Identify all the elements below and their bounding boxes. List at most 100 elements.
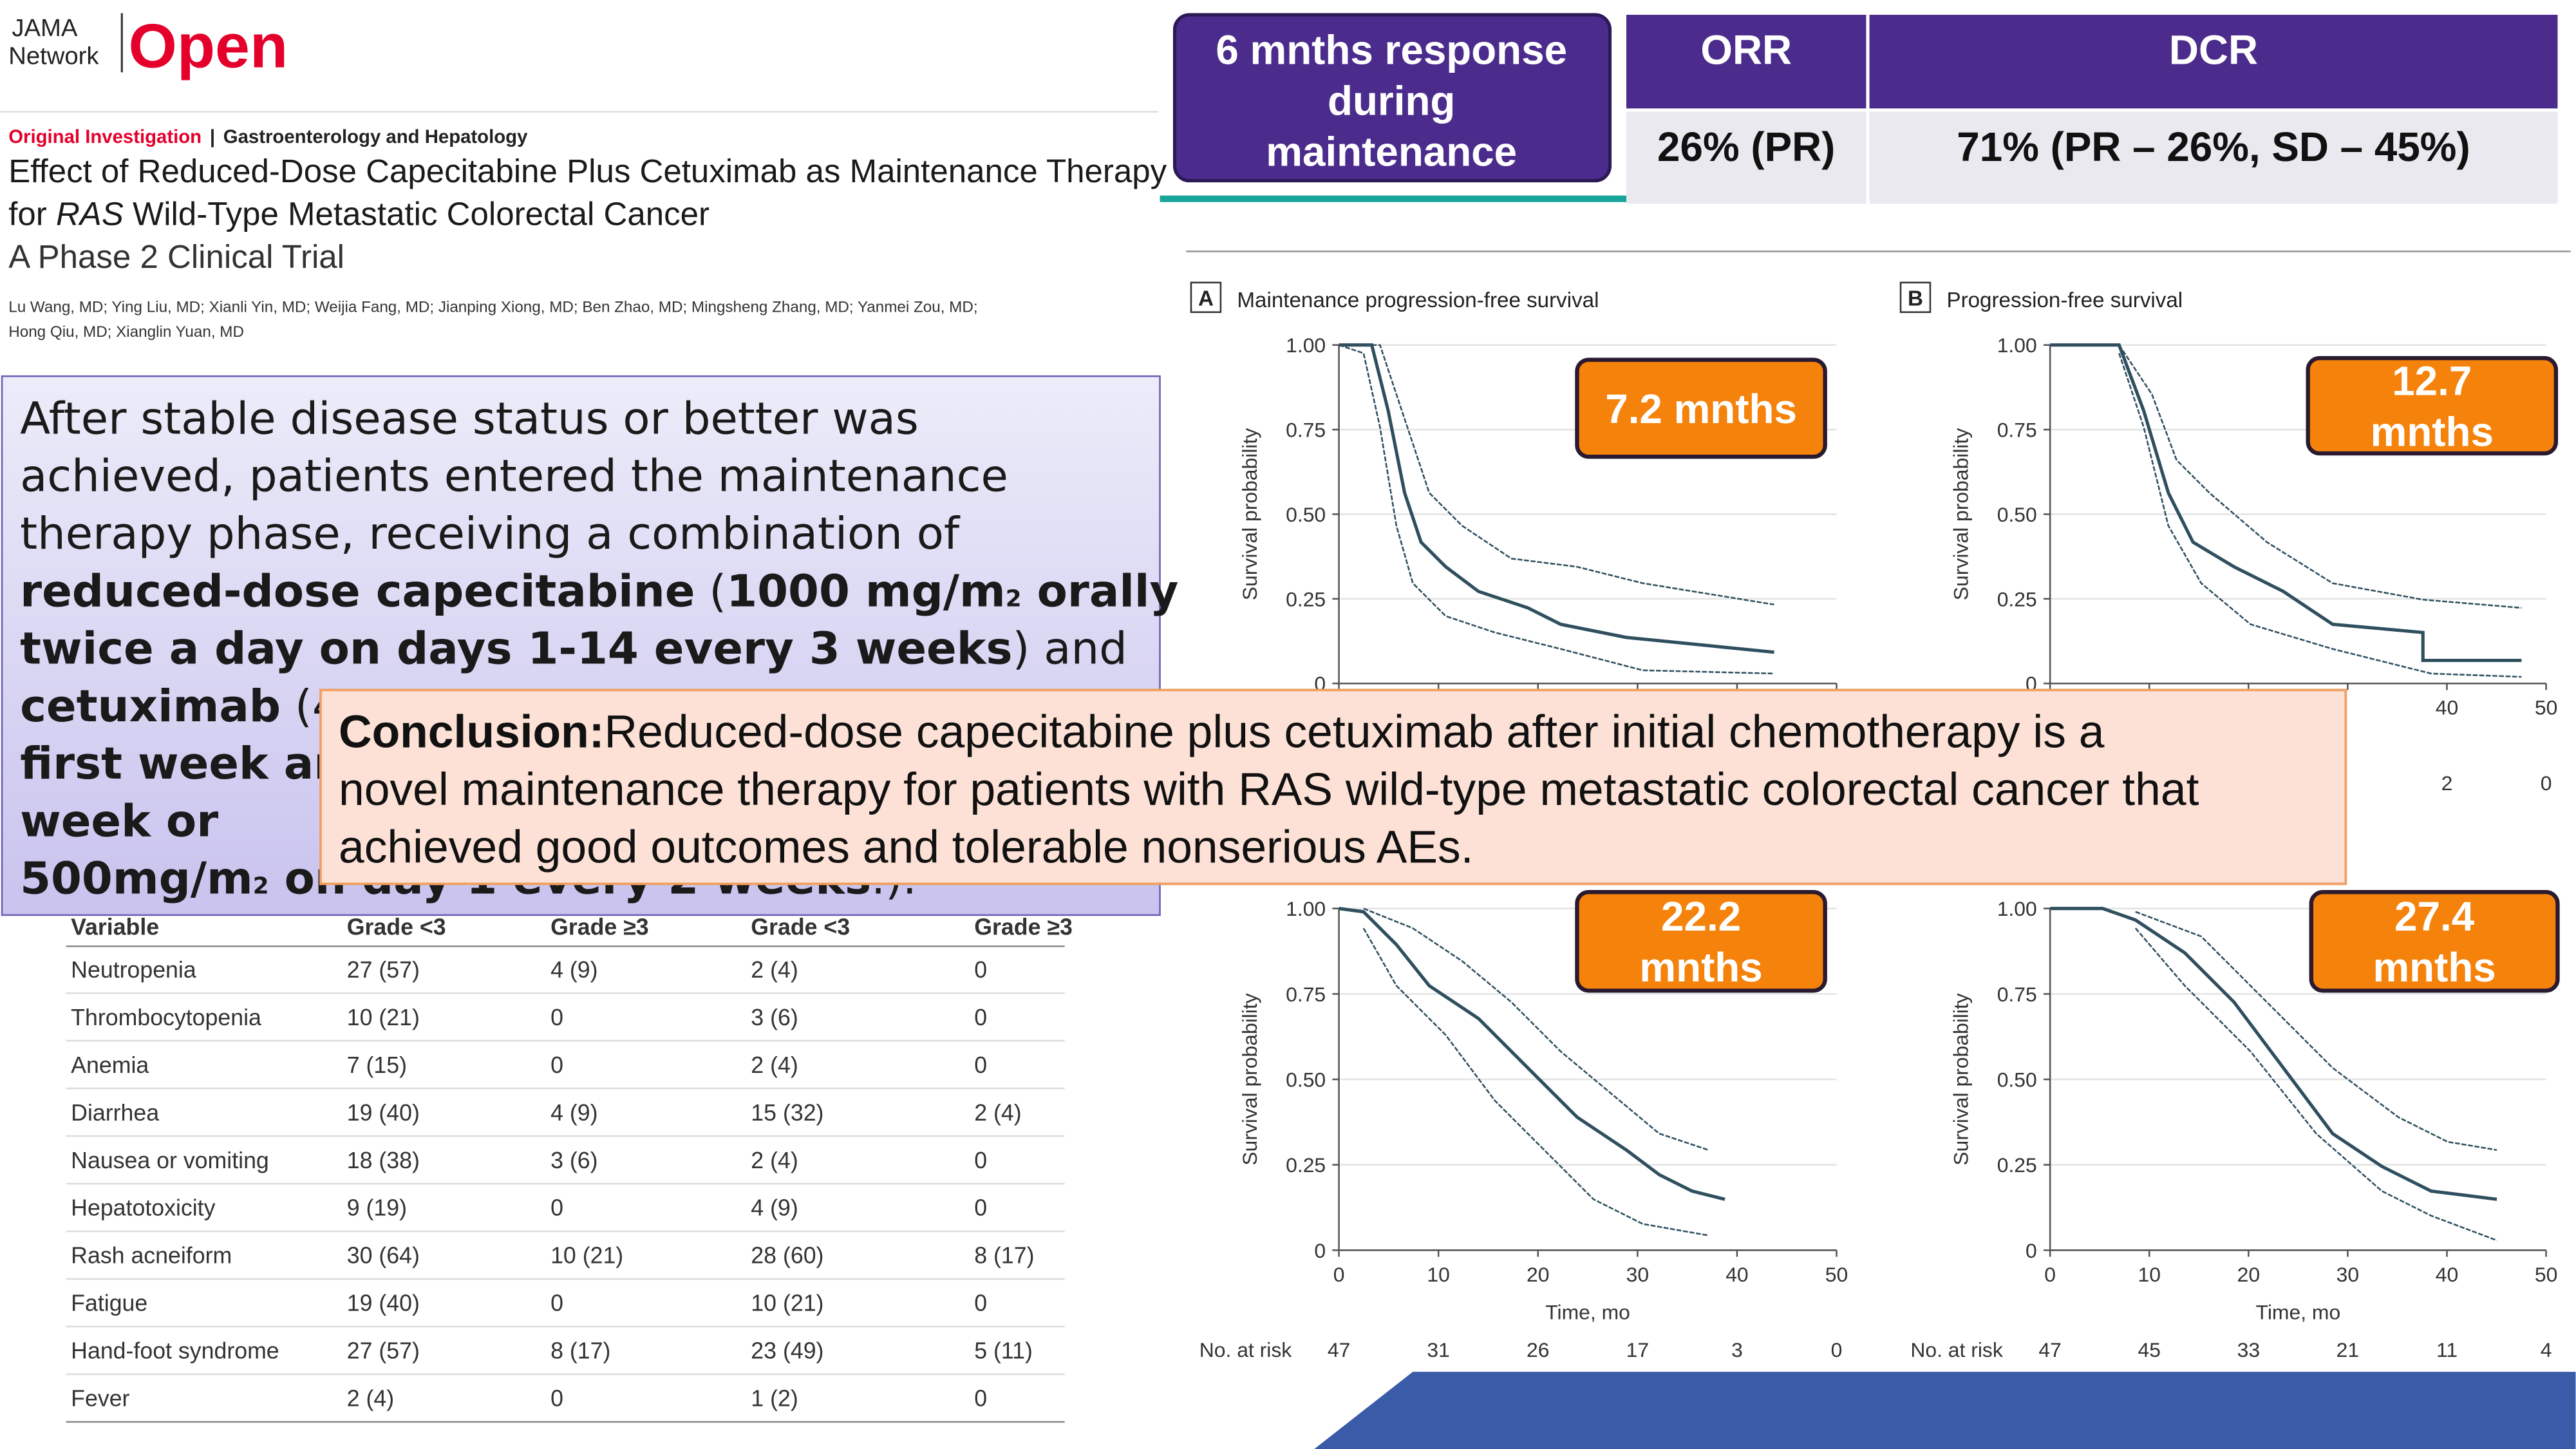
survival-curve: [1363, 907, 1709, 1151]
x-axis-label: Time, mo: [1545, 1300, 1630, 1323]
article-title: for RAS Wild-Type Metastatic Colorectal …: [8, 195, 710, 232]
at-risk-value: 45: [2138, 1338, 2161, 1361]
y-tick-label: 0.25: [1997, 587, 2037, 611]
table-cell: 0: [974, 1195, 987, 1221]
table-cell: 4 (9): [550, 1100, 597, 1126]
intro-text: achieved, patients entered the maintenan…: [20, 451, 1008, 502]
table-cell: 3 (6): [550, 1148, 597, 1173]
x-tick-label: 50: [2535, 696, 2557, 719]
y-tick-label: 1.00: [1286, 897, 1326, 920]
x-tick-label: 30: [1626, 1263, 1649, 1286]
x-tick-label: 0: [2044, 1263, 2056, 1286]
at-risk-value: 0: [2541, 772, 2552, 795]
response-header-cell: [1626, 14, 1866, 109]
y-tick-label: 1.00: [1997, 897, 2037, 920]
intro-text: first week ar: [20, 738, 335, 790]
conclusion-line: novel maintenance therapy for patients w…: [339, 764, 2199, 815]
x-tick-label: 40: [2436, 696, 2458, 719]
separator: |: [210, 126, 215, 147]
median-box: [2309, 890, 2560, 993]
y-tick-label: 0.75: [1286, 419, 1326, 442]
table-cell: 0: [974, 1005, 987, 1030]
intro-line: therapy phase, receiving a combination o…: [20, 508, 961, 560]
y-tick-label: 0.50: [1997, 1068, 2037, 1091]
table-cell: 0: [974, 1052, 987, 1078]
y-tick-label: 0: [1314, 1239, 1326, 1262]
x-tick-label: 40: [2436, 1263, 2458, 1286]
conclusion-text: Reduced-dose capecitabine plus cetuximab…: [605, 706, 2105, 758]
title-part: Wild-Type Metastatic Colorectal Cancer: [124, 195, 710, 232]
table-cell: 0: [974, 1291, 987, 1316]
at-risk-value: 3: [1731, 1338, 1743, 1361]
at-risk-value: 21: [2336, 1338, 2359, 1361]
survival-curve: [1339, 344, 1774, 606]
y-axis-label: Survival probability: [1238, 428, 1261, 601]
survival-curve: [2050, 343, 2522, 663]
x-tick-label: 30: [2336, 1263, 2359, 1286]
median-box: [1575, 890, 1827, 993]
table-cell: 4 (9): [550, 957, 597, 983]
panel-letter: B: [1908, 287, 1923, 310]
table-header: Variable: [71, 914, 159, 940]
authors: Hong Qiu, MD; Xianglin Yuan, MD: [8, 323, 244, 341]
x-tick-label: 20: [2237, 1263, 2260, 1286]
table-cell: Hand-foot syndrome: [71, 1338, 279, 1364]
table-cell: 27 (57): [347, 1338, 420, 1364]
median-label: 7.2 mnths: [1605, 386, 1797, 432]
intro-text: therapy phase, receiving a combination o…: [20, 508, 961, 560]
intro-text: week or: [20, 795, 218, 847]
response-value: 71% (PR – 26%, SD – 45%): [1957, 124, 2470, 170]
panel-letter: A: [1198, 287, 1214, 310]
table-cell: 4 (9): [751, 1195, 798, 1221]
table-cell: 19 (40): [347, 1100, 420, 1126]
corner-shape: [1314, 1372, 2576, 1449]
table-cell: 0: [550, 1195, 563, 1221]
x-tick-label: 50: [2535, 1263, 2557, 1286]
conclusion-line: achieved good outcomes and tolerable non…: [339, 821, 1474, 873]
at-risk-value: 2: [2441, 772, 2453, 795]
median-label: 22.2: [1661, 893, 1741, 940]
at-risk-label: No. at risk: [1910, 1338, 2003, 1361]
article-subtitle: A Phase 2 Clinical Trial: [8, 238, 344, 275]
y-tick-label: 1.00: [1997, 334, 2037, 357]
at-risk-value: 11: [2436, 1338, 2458, 1361]
category: Original Investigation: [8, 126, 202, 147]
authors: Lu Wang, MD; Ying Liu, MD; Xianli Yin, M…: [8, 299, 977, 316]
table-cell: Hepatotoxicity: [71, 1195, 215, 1221]
survival-curve: [1339, 343, 1774, 654]
median-label: mnths: [2371, 409, 2494, 455]
intro-text: (: [695, 565, 726, 617]
intro-line: cetuximab (4: [20, 681, 341, 732]
intro-text: 500mg/m: [20, 853, 253, 905]
table-cell: 2 (4): [751, 1148, 798, 1173]
intro-text: twice a day on days 1-14 every 3 weeks: [20, 623, 1012, 675]
intro-line: first week ar: [20, 738, 335, 790]
survival-curve: [2118, 353, 2522, 678]
at-risk-value: 33: [2237, 1338, 2260, 1361]
article-category: Original Investigation | Gastroenterology …: [8, 126, 528, 147]
median-label: mnths: [1639, 944, 1762, 990]
intro-text: reduced-dose capecitabine: [20, 565, 695, 617]
x-tick-label: 40: [1725, 1263, 1748, 1286]
at-risk-label: No. at risk: [1199, 1338, 1292, 1361]
response-header-cell: [1869, 14, 2558, 109]
table-cell: 15 (32): [751, 1100, 823, 1126]
table-cell: 2 (4): [974, 1100, 1021, 1126]
response-header: ORR: [1700, 26, 1792, 73]
x-axis-label: Time, mo: [2256, 1300, 2341, 1323]
response-value-cell: [1869, 111, 2558, 204]
section: Gastroenterology and Hepatology: [223, 126, 528, 147]
y-tick-label: 1.00: [1286, 334, 1326, 357]
intro-text: 2: [253, 873, 269, 900]
table-cell: Anemia: [71, 1052, 149, 1078]
median-label: 12.7: [2392, 358, 2472, 404]
y-tick-label: 0.50: [1997, 503, 2037, 526]
table-cell: 10 (21): [751, 1291, 823, 1316]
y-tick-label: 0.50: [1286, 503, 1326, 526]
response-value-cell: [1626, 111, 1866, 204]
at-risk-value: 47: [1328, 1338, 1350, 1361]
y-tick-label: 0.50: [1286, 1068, 1326, 1091]
survival-curve: [2134, 927, 2497, 1242]
intro-text: ) and: [1013, 623, 1127, 675]
table-cell: 8 (17): [550, 1338, 610, 1364]
